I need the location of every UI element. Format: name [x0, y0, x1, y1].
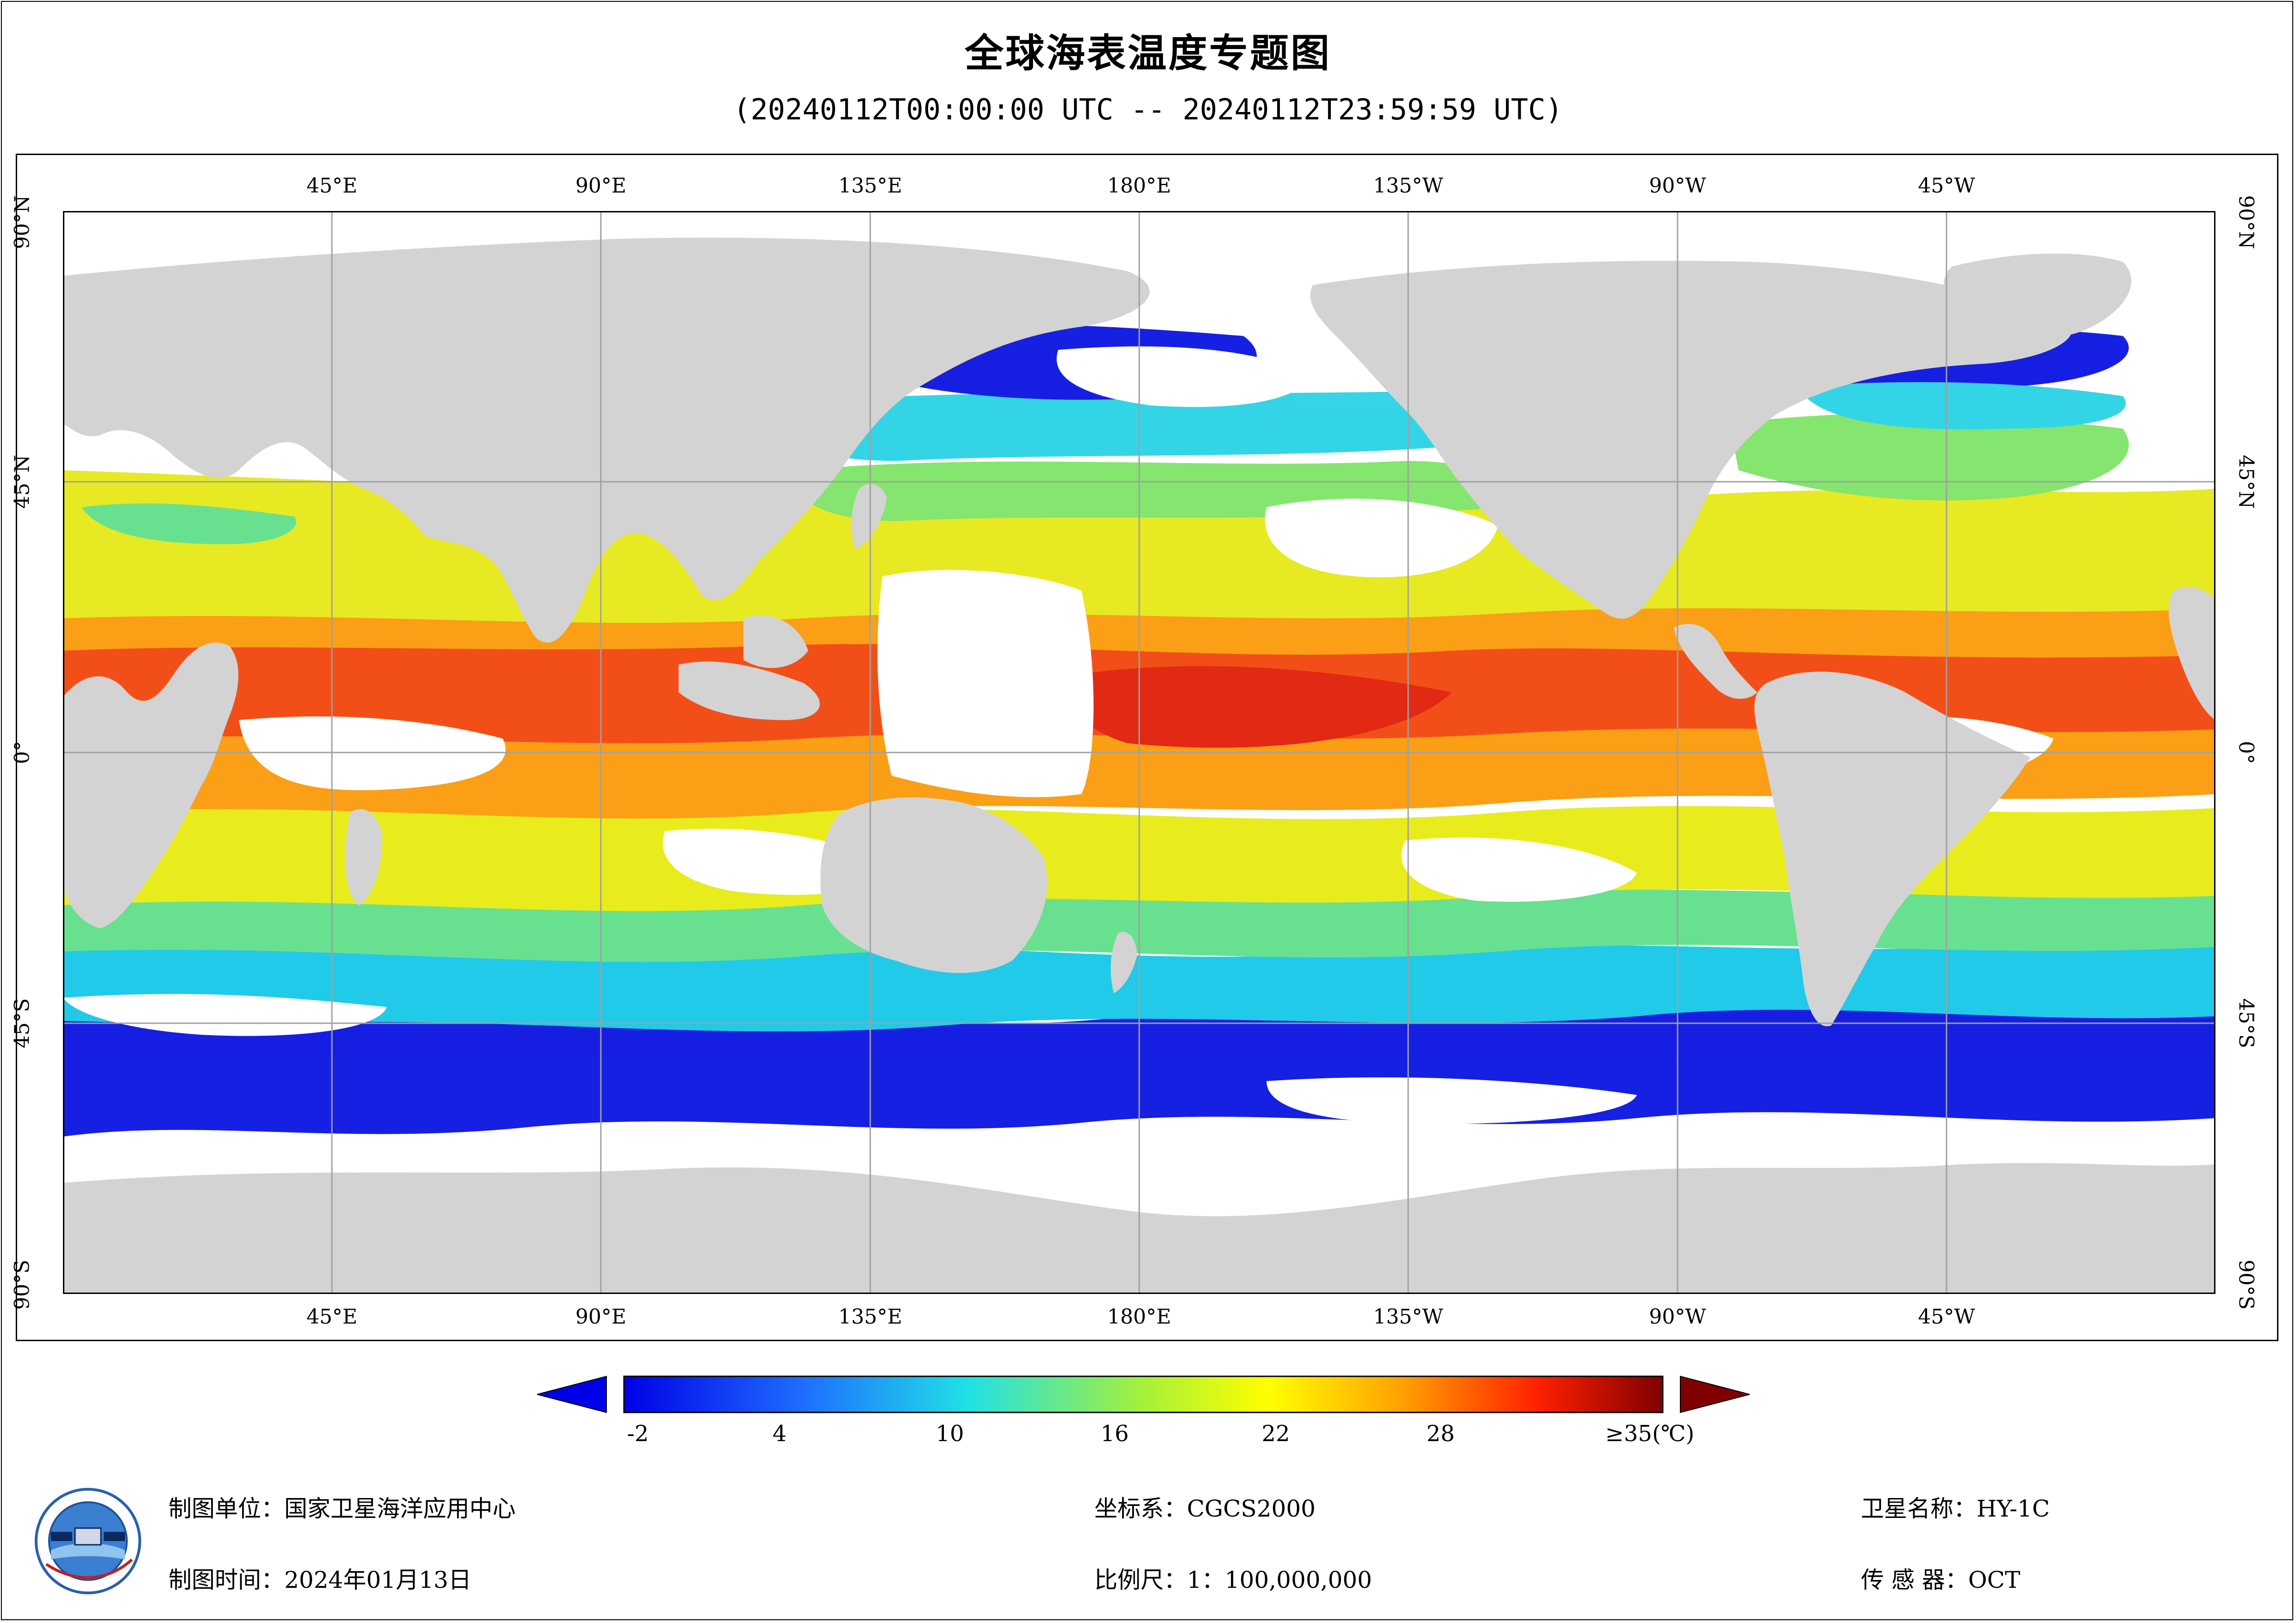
colorbar-label: 4	[772, 1421, 787, 1447]
sst-map	[63, 211, 2215, 1294]
graticule	[63, 211, 2215, 1294]
colorbar-label: 10	[936, 1421, 964, 1447]
top-tick-label: 45°E	[306, 174, 358, 198]
bottom-tick-label: 135°W	[1373, 1305, 1443, 1329]
scale-label: 比例尺：	[1094, 1567, 1187, 1593]
mediterranean-green	[81, 503, 296, 544]
right-tick-label: 45°S	[2234, 998, 2258, 1049]
map-frame	[16, 154, 2278, 1341]
australia-land	[820, 797, 1048, 973]
colorbar-label: ≥35(℃)	[1605, 1421, 1695, 1447]
colorbar-label: 22	[1261, 1421, 1290, 1447]
top-tick-label: 90°E	[575, 174, 627, 198]
central-america-land	[1674, 624, 1757, 699]
madagascar-land	[345, 809, 382, 905]
org-info: 制图单位：国家卫星海洋应用中心	[168, 1490, 516, 1524]
crs-label: 坐标系：	[1094, 1495, 1187, 1522]
map-inner-border	[63, 211, 2215, 1294]
top-tick-label: 90°W	[1649, 174, 1706, 198]
colorbar-under-arrow	[537, 1375, 607, 1413]
colorbar-label: 16	[1100, 1421, 1129, 1447]
north-atlantic-cyan	[1799, 382, 2126, 429]
eurasia-land	[63, 237, 1150, 643]
left-tick-label: 0°	[10, 741, 34, 764]
top-tick-label: 180°E	[1107, 174, 1172, 198]
west-pacific-red	[1072, 666, 1452, 748]
sensor-value: OCT	[1968, 1567, 2021, 1593]
date-label: 制图时间：	[168, 1567, 284, 1593]
bottom-tick-label: 180°E	[1107, 1305, 1172, 1329]
scale-value: 1：100,000,000	[1187, 1567, 1372, 1593]
top-tick-label: 135°W	[1373, 174, 1443, 198]
bottom-tick-label: 90°E	[575, 1305, 627, 1329]
satellite-label: 卫星名称：	[1861, 1495, 1977, 1522]
left-tick-label: 90°S	[10, 1259, 34, 1310]
japan-land	[851, 484, 887, 549]
new-zealand-land	[1111, 932, 1137, 993]
left-tick-label: 45°S	[10, 998, 34, 1049]
indonesia-land	[679, 661, 820, 720]
sensor-info: 传 感 器：OCT	[1861, 1561, 2020, 1595]
bottom-tick-label: 45°W	[1918, 1305, 1975, 1329]
scale-info: 比例尺：1：100,000,000	[1094, 1561, 1372, 1595]
north-america-land	[1310, 261, 2072, 619]
right-tick-label: 0°	[2234, 741, 2258, 764]
africa-land	[63, 642, 238, 928]
date-value: 2024年01月13日	[284, 1567, 472, 1593]
time-range: (20240112T00:00:00 UTC -- 20240112T23:59…	[733, 93, 1563, 126]
colorbar-label: -2	[627, 1421, 649, 1447]
left-tick-label: 45°N	[10, 454, 34, 509]
org-value: 国家卫星海洋应用中心	[284, 1495, 516, 1522]
satellite-info: 卫星名称：HY-1C	[1861, 1490, 2050, 1524]
north-pacific-cyan	[756, 392, 1516, 461]
bottom-tick-label: 135°E	[838, 1305, 903, 1329]
north-atlantic-green	[1729, 413, 2129, 501]
greenland-land	[1944, 253, 2132, 338]
crs-info: 坐标系：CGCS2000	[1094, 1490, 1316, 1524]
colorbar-ramp	[623, 1375, 1664, 1413]
date-info: 制图时间：2024年01月13日	[168, 1561, 472, 1595]
top-tick-label: 45°W	[1918, 174, 1975, 198]
bottom-tick-label: 90°W	[1649, 1305, 1706, 1329]
top-tick-label: 135°E	[838, 174, 903, 198]
west-africa-edge	[2169, 586, 2215, 720]
org-label: 制图单位：	[168, 1495, 284, 1522]
right-tick-label: 90°S	[2234, 1259, 2258, 1310]
sensor-label: 传 感 器：	[1861, 1567, 1968, 1593]
colorbar	[537, 1375, 1750, 1413]
right-tick-label: 90°N	[2234, 195, 2258, 249]
crs-value: CGCS2000	[1187, 1495, 1316, 1522]
right-tick-label: 45°N	[2234, 454, 2258, 509]
borneo-land	[743, 615, 808, 668]
colorbar-over-arrow	[1680, 1375, 1750, 1413]
south-america-land	[1754, 672, 2030, 1026]
bottom-tick-label: 45°E	[306, 1305, 358, 1329]
map-title: 全球海表温度专题图	[964, 31, 1331, 76]
nsoas-logo	[35, 1488, 141, 1594]
satellite-value: HY-1C	[1977, 1495, 2050, 1522]
colorbar-label: 28	[1426, 1421, 1455, 1447]
left-tick-label: 90°N	[10, 195, 34, 249]
